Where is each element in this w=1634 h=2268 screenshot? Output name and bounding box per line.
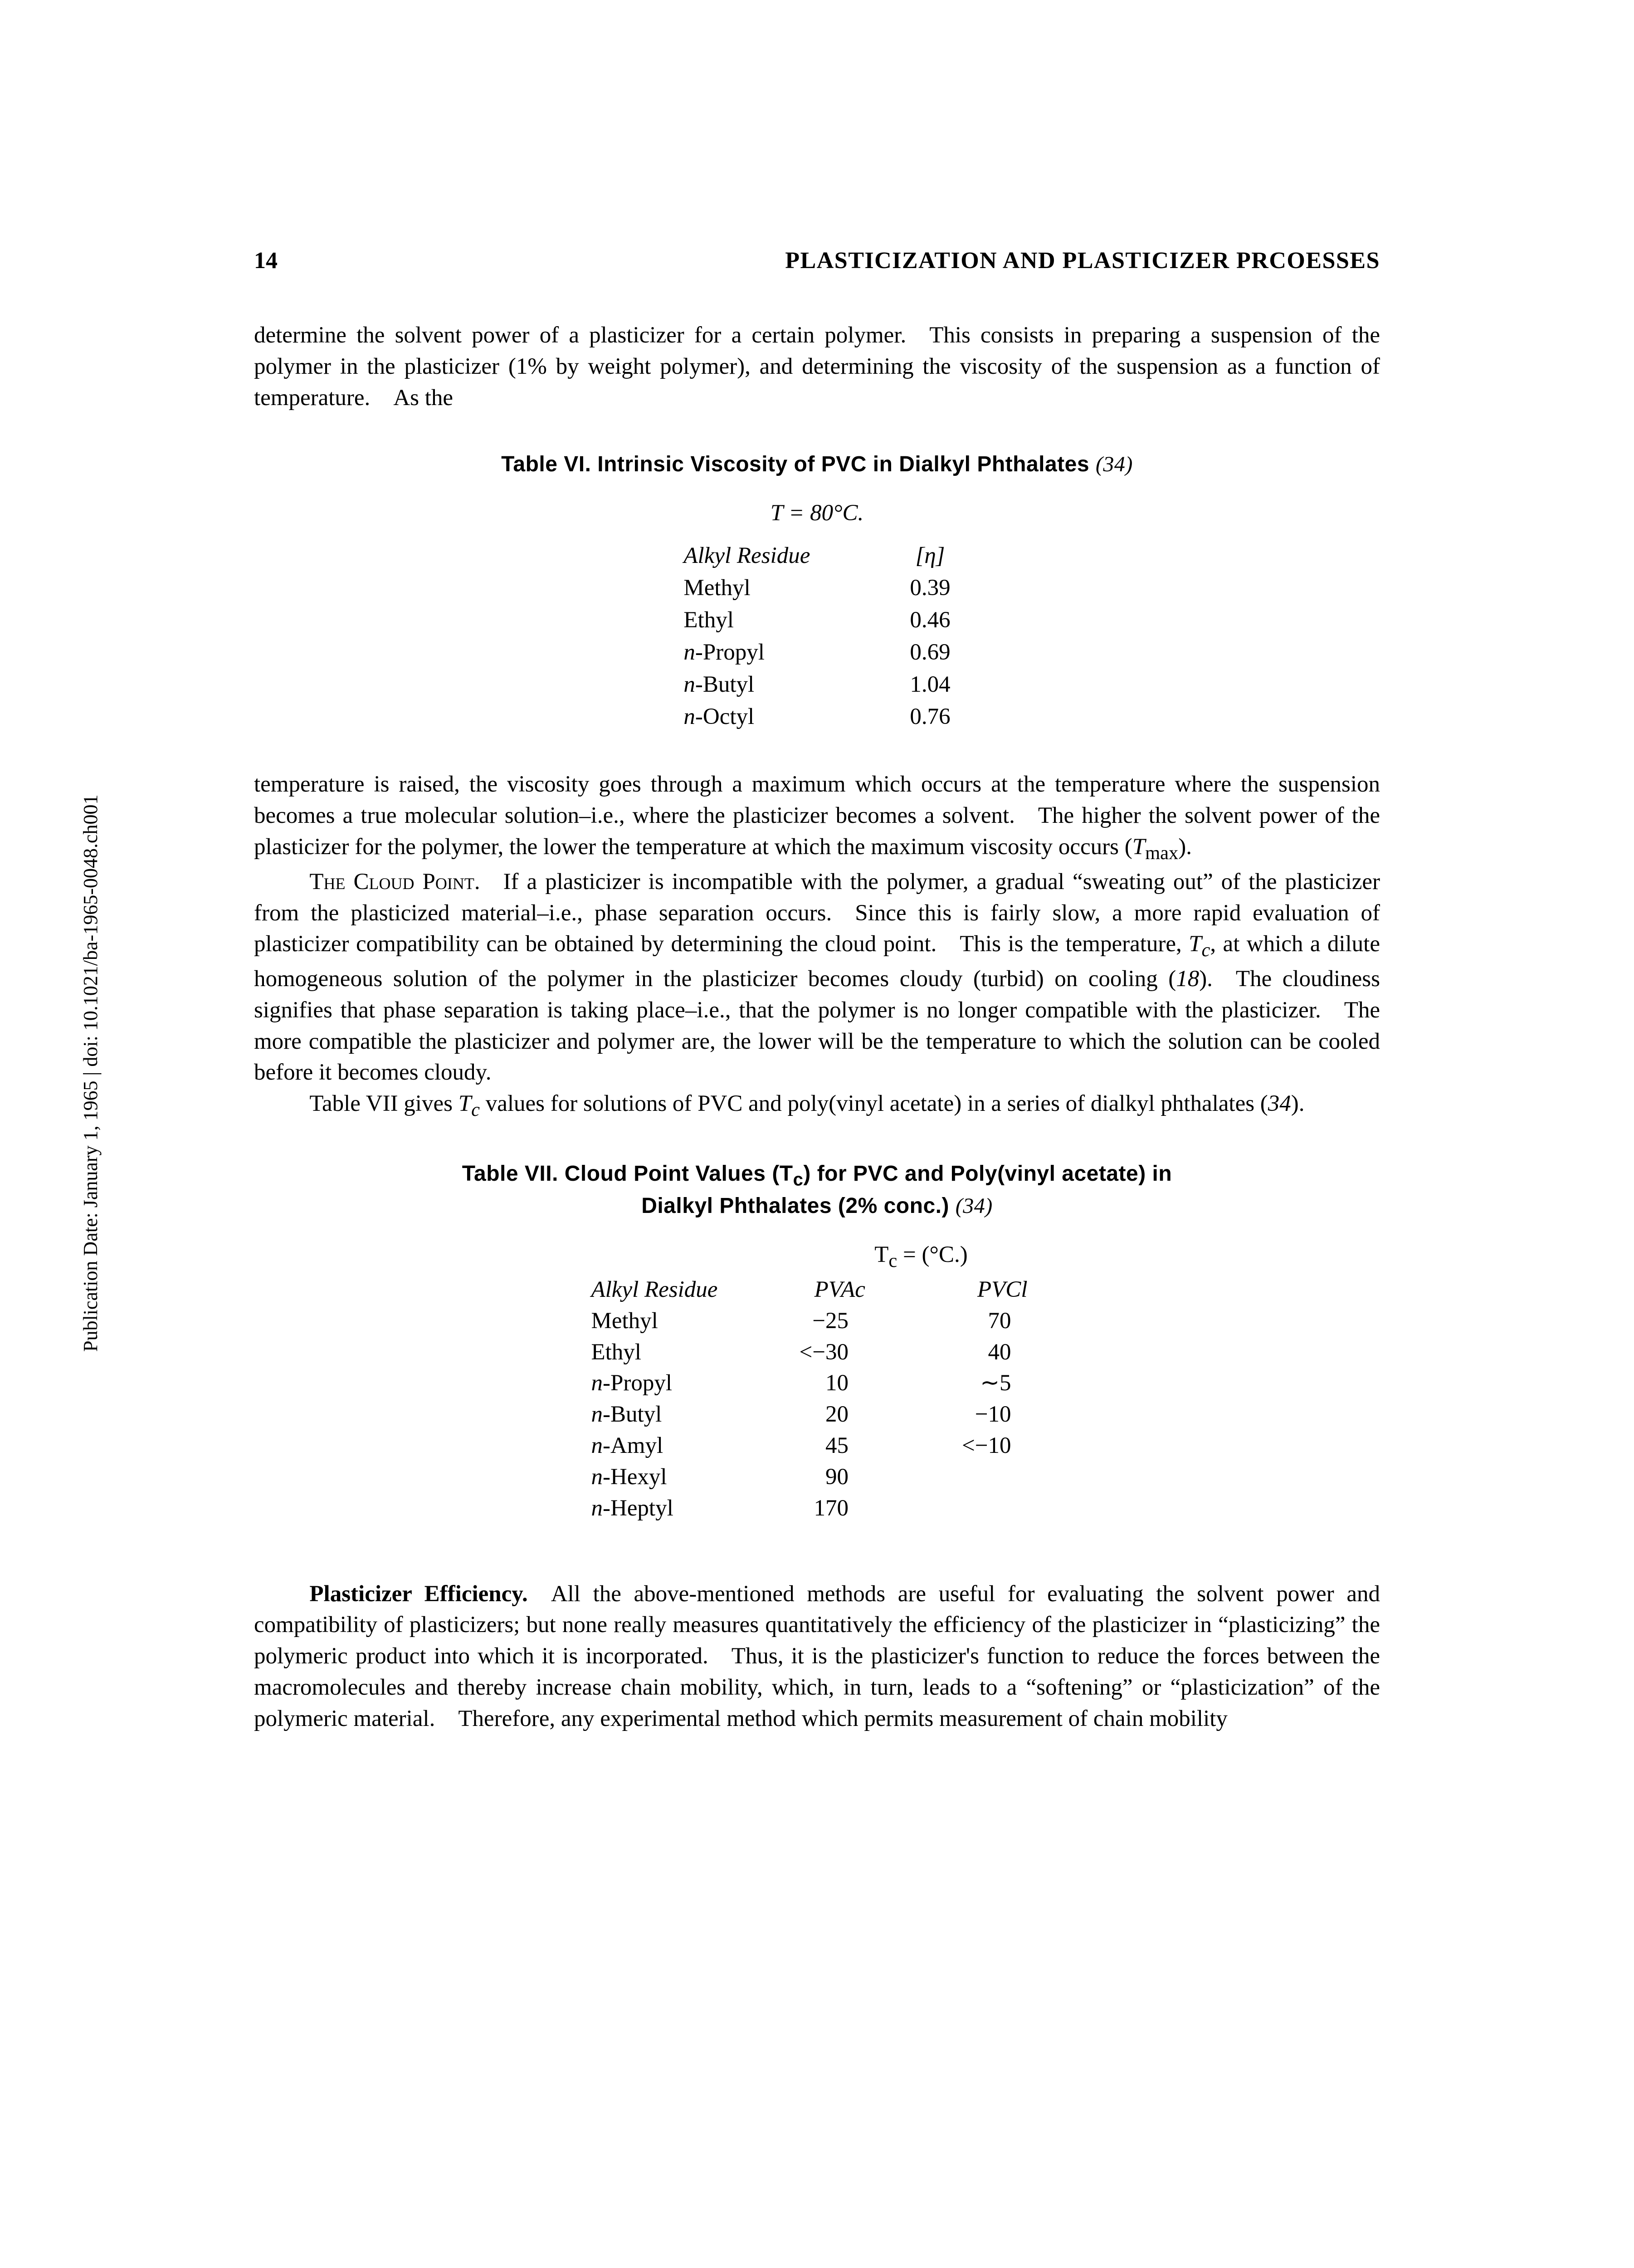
table7-pvac-cell: <−30 — [758, 1337, 921, 1368]
table7-header-row: Alkyl Residue PVAc PVCl — [550, 1274, 1083, 1305]
table-row: Ethyl0.46 — [634, 604, 1000, 636]
table6: Alkyl Residue [η] Methyl0.39Ethyl0.46n-P… — [634, 540, 1000, 733]
table7-residue-cell: n-Amyl — [550, 1430, 758, 1461]
paragraph-4: Table VII gives Tc values for solutions … — [254, 1088, 1380, 1123]
table7-pvac-cell: 170 — [758, 1493, 921, 1524]
table6-residue-cell: Ethyl — [634, 604, 860, 636]
table6-title-ref: (34) — [1096, 452, 1133, 476]
table-row: n-Propyl10∼5 — [550, 1368, 1083, 1399]
table-row: n-Propyl0.69 — [634, 636, 1000, 669]
table7-super-header: Tc = (°C.) — [758, 1239, 1083, 1274]
table-row: n-Amyl45<−10 — [550, 1430, 1083, 1461]
table-row: n-Heptyl170 — [550, 1493, 1083, 1524]
table6-body: Methyl0.39Ethyl0.46n-Propyl0.69n-Butyl1.… — [634, 572, 1000, 733]
running-header: 14 PLASTICIZATION AND PLASTICIZER PRCOES… — [254, 245, 1380, 277]
table7-pvac-cell: 20 — [758, 1399, 921, 1430]
table6-eta-cell: 0.76 — [860, 701, 1000, 733]
table7-pvac-cell: 90 — [758, 1461, 921, 1493]
paragraph-5: Plasticizer Efficiency. All the above-me… — [254, 1579, 1380, 1735]
table6-col2-header: [η] — [860, 540, 1000, 572]
table6-residue-cell: n-Butyl — [634, 669, 860, 701]
table-row: Methyl−2570 — [550, 1305, 1083, 1337]
table-row: n-Butyl1.04 — [634, 669, 1000, 701]
table6-subhead: T = 80°C. — [254, 498, 1380, 529]
table7-pvac-cell: −25 — [758, 1305, 921, 1337]
table7-col1-header: Alkyl Residue — [550, 1274, 758, 1305]
table7-residue-cell: n-Hexyl — [550, 1461, 758, 1493]
table6-eta-cell: 0.39 — [860, 572, 1000, 604]
table7-super-header-row: Tc = (°C.) — [550, 1239, 1083, 1274]
table6-header-row: Alkyl Residue [η] — [634, 540, 1000, 572]
table-row: n-Butyl20−10 — [550, 1399, 1083, 1430]
table-row: n-Hexyl90 — [550, 1461, 1083, 1493]
table6-eta-cell: 0.69 — [860, 636, 1000, 669]
table-row: n-Octyl0.76 — [634, 701, 1000, 733]
table6-eta-cell: 0.46 — [860, 604, 1000, 636]
table6-title-text: Table VI. Intrinsic Viscosity of PVC in … — [501, 452, 1089, 476]
table7-title-line2: Dialkyl Phthalates (2% conc.) — [641, 1194, 949, 1218]
table6-residue-cell: n-Propyl — [634, 636, 860, 669]
table7-title-ref: (34) — [956, 1194, 993, 1218]
table7: Tc = (°C.) Alkyl Residue PVAc PVCl Methy… — [550, 1239, 1083, 1524]
running-title: PLASTICIZATION AND PLASTICIZER PRCOESSES — [785, 245, 1380, 277]
page-number: 14 — [254, 245, 278, 277]
table7-residue-cell: Methyl — [550, 1305, 758, 1337]
page: 14 PLASTICIZATION AND PLASTICIZER PRCOES… — [0, 0, 1634, 2268]
table6-col1-header: Alkyl Residue — [634, 540, 860, 572]
table7-title-line1: Table VII. Cloud Point Values (Tc) for P… — [462, 1162, 1172, 1186]
table7-pvcl-cell: <−10 — [921, 1430, 1084, 1461]
table7-residue-cell: n-Heptyl — [550, 1493, 758, 1524]
table6-residue-cell: n-Octyl — [634, 701, 860, 733]
table7-pvcl-cell: −10 — [921, 1399, 1084, 1430]
table7-col3-header: PVCl — [921, 1274, 1084, 1305]
table7-pvac-cell: 45 — [758, 1430, 921, 1461]
table7-residue-cell: n-Propyl — [550, 1368, 758, 1399]
table7-pvcl-cell — [921, 1493, 1084, 1524]
paragraph-1: determine the solvent power of a plastic… — [254, 320, 1380, 414]
table6-residue-cell: Methyl — [634, 572, 860, 604]
table6-eta-cell: 1.04 — [860, 669, 1000, 701]
table7-pvcl-cell: ∼5 — [921, 1368, 1084, 1399]
table7-title: Table VII. Cloud Point Values (Tc) for P… — [254, 1159, 1380, 1221]
table7-pvcl-cell: 40 — [921, 1337, 1084, 1368]
paragraph-3: The Cloud Point. If a plasticizer is inc… — [254, 866, 1380, 1089]
table7-pvcl-cell: 70 — [921, 1305, 1084, 1337]
table7-pvcl-cell — [921, 1461, 1084, 1493]
table7-residue-cell: n-Butyl — [550, 1399, 758, 1430]
table7-pvac-cell: 10 — [758, 1368, 921, 1399]
table6-title: Table VI. Intrinsic Viscosity of PVC in … — [254, 450, 1380, 479]
table7-body: Methyl−2570Ethyl<−3040n-Propyl10∼5n-Buty… — [550, 1305, 1083, 1524]
table7-residue-cell: Ethyl — [550, 1337, 758, 1368]
paragraph-2: temperature is raised, the viscosity goe… — [254, 769, 1380, 866]
table-row: Ethyl<−3040 — [550, 1337, 1083, 1368]
sidebar-citation: Publication Date: January 1, 1965 | doi:… — [77, 795, 104, 1352]
table-row: Methyl0.39 — [634, 572, 1000, 604]
table7-col2-header: PVAc — [758, 1274, 921, 1305]
